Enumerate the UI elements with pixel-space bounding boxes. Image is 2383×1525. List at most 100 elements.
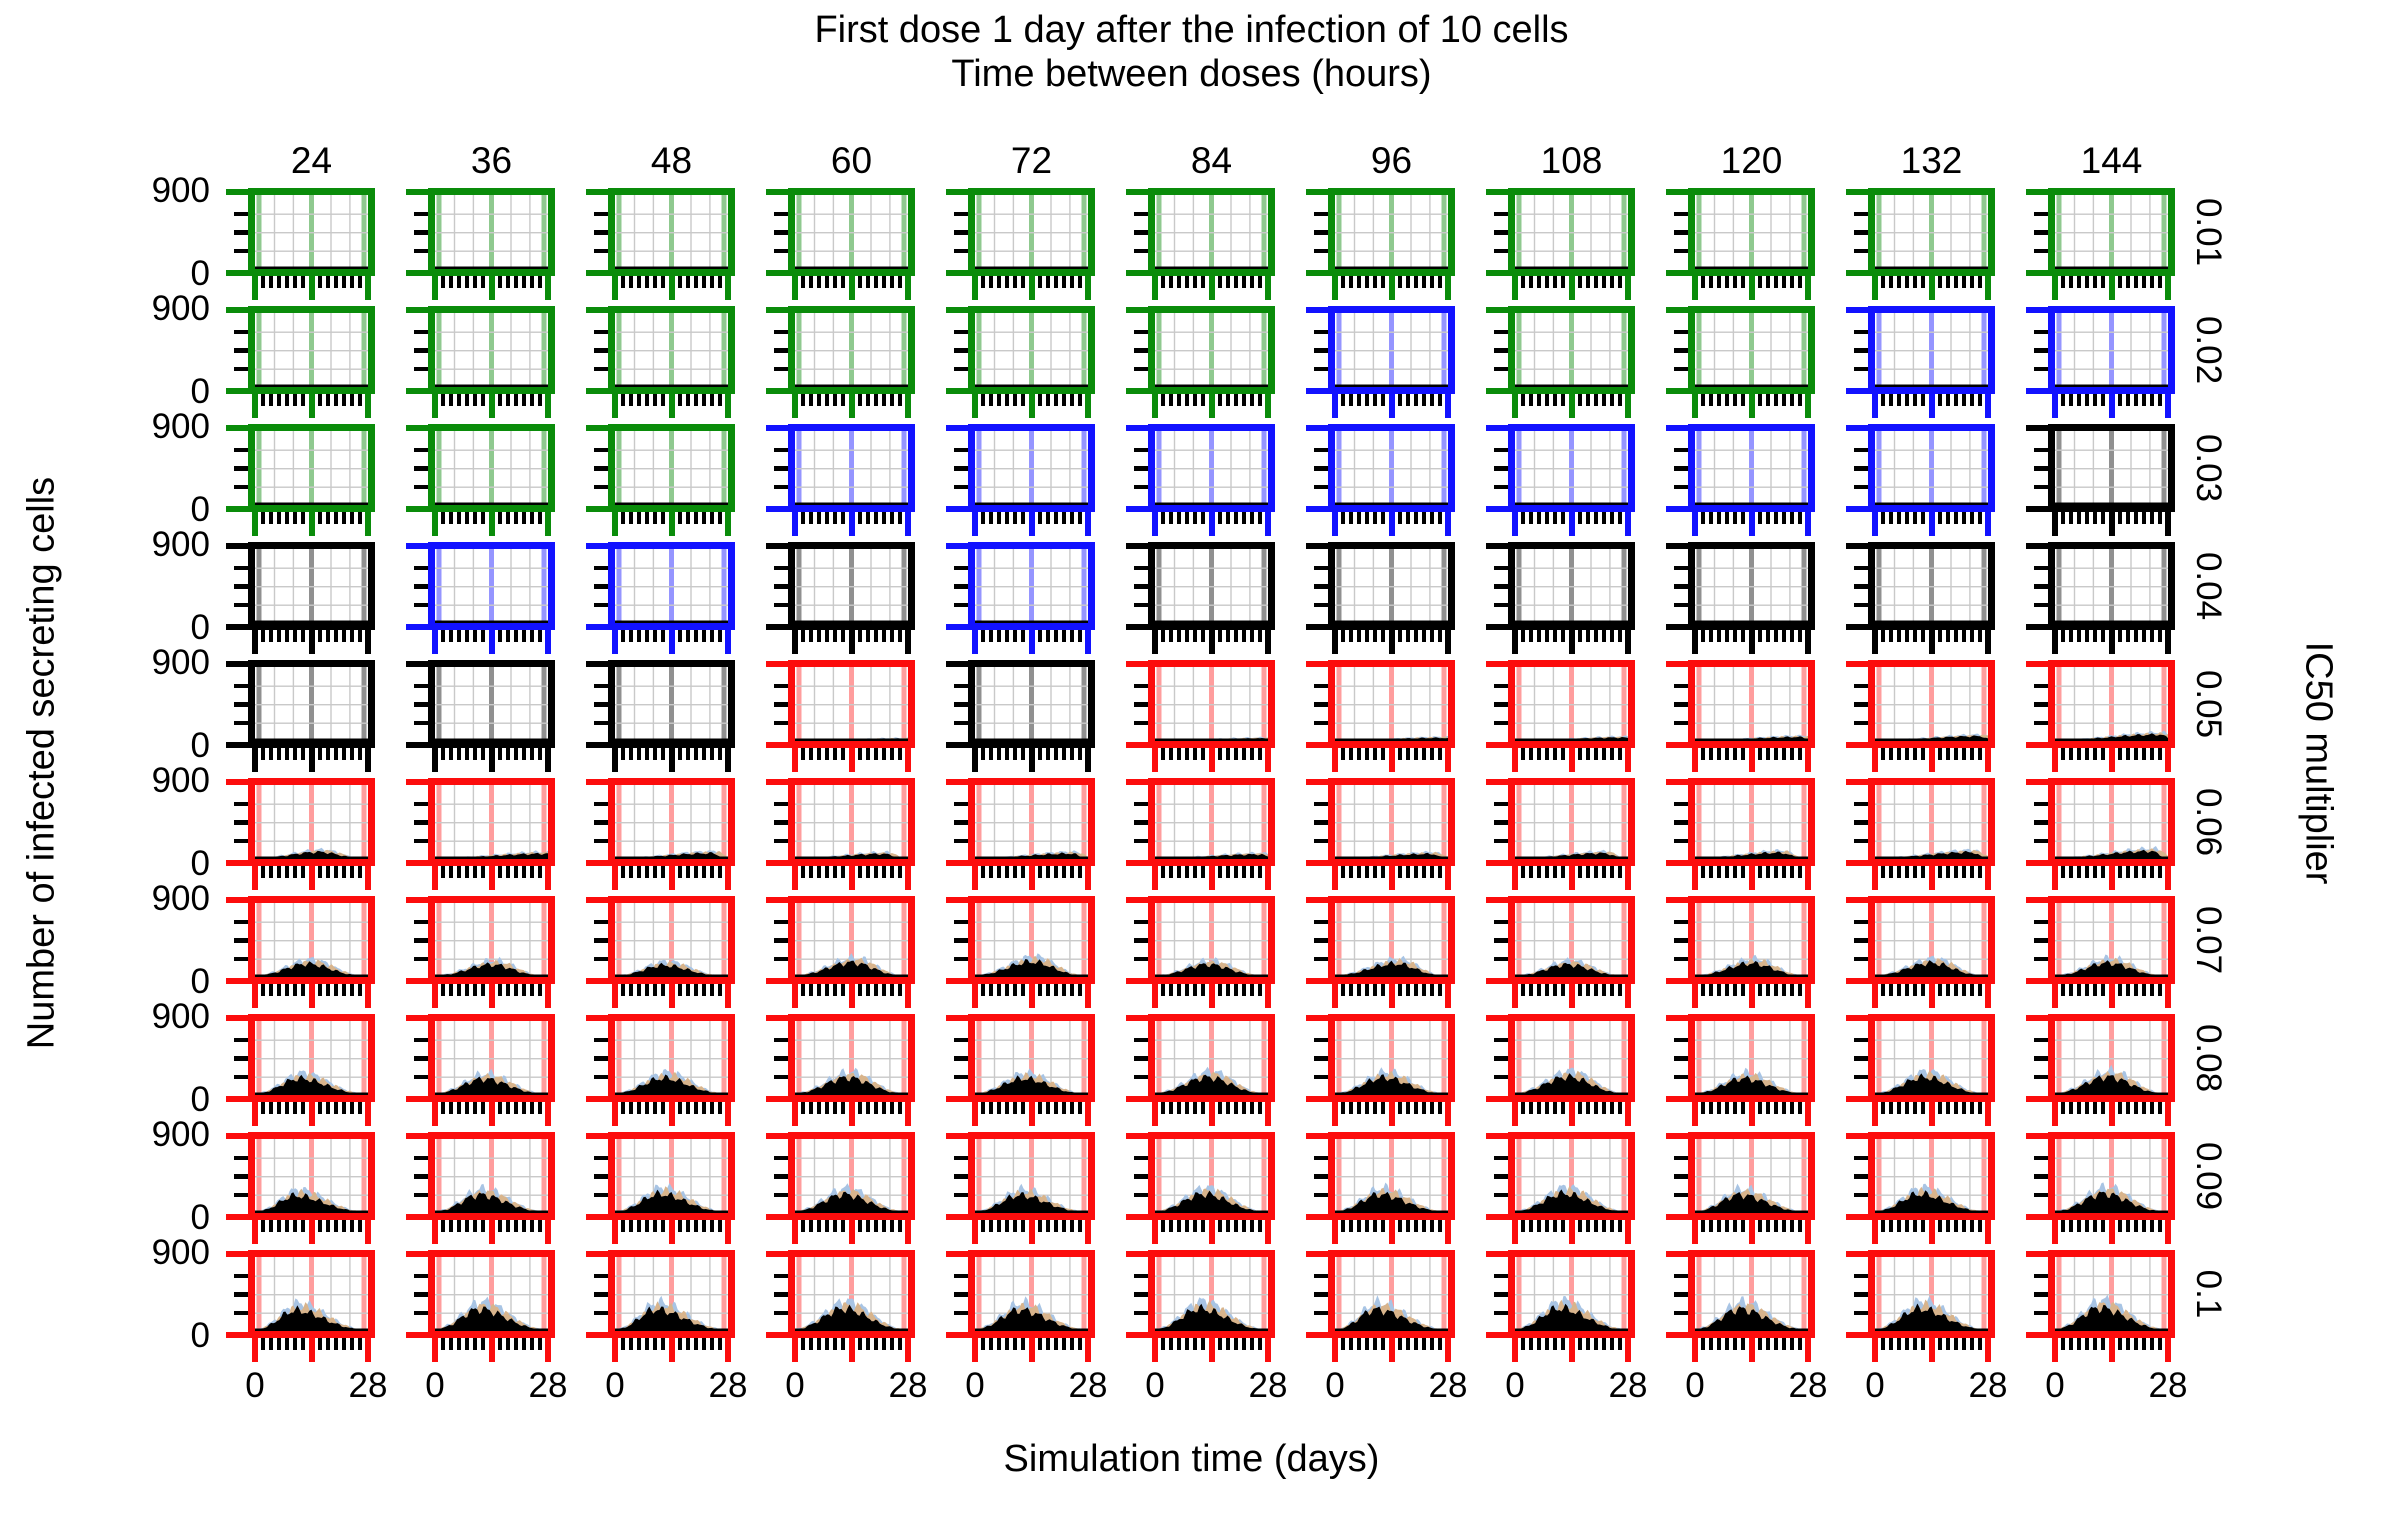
x-minor-tick <box>277 1102 282 1114</box>
x-minor-tick <box>285 630 290 642</box>
x-minor-tick <box>1233 512 1238 524</box>
x-minor-tick <box>457 1102 462 1114</box>
x-minor-tick <box>1249 630 1254 642</box>
y-major-tick <box>2026 1250 2048 1257</box>
subplot-canvas <box>1335 431 1448 505</box>
y-major-tick <box>2026 977 2048 984</box>
x-major-tick <box>792 630 798 654</box>
x-minor-tick <box>1897 276 1902 288</box>
subplot-panel <box>968 1014 1095 1102</box>
x-minor-tick <box>1969 1338 1974 1350</box>
y-major-tick <box>2026 859 2048 866</box>
x-minor-tick <box>865 276 870 288</box>
y-tick-label-900: 900 <box>151 171 210 210</box>
x-minor-tick <box>1977 630 1982 642</box>
y-minor-tick <box>234 584 248 589</box>
x-minor-tick <box>1733 512 1738 524</box>
x-minor-tick <box>1757 276 1762 288</box>
x-minor-tick <box>857 276 862 288</box>
x-minor-tick <box>1937 512 1942 524</box>
x-minor-tick <box>465 866 470 878</box>
x-major-tick <box>1028 1338 1035 1362</box>
facet-cell <box>2026 1014 2175 1126</box>
x-major-tick <box>1625 866 1631 890</box>
facet-cell <box>1846 778 1995 890</box>
x-major-tick <box>1872 1220 1878 1244</box>
y-major-tick <box>586 1213 608 1220</box>
y-minor-tick <box>594 602 608 607</box>
x-minor-tick <box>1421 512 1426 524</box>
x-major-tick <box>1928 1338 1935 1362</box>
x-minor-tick <box>629 276 634 288</box>
x-minor-tick <box>997 1338 1002 1350</box>
x-minor-tick <box>2061 866 2066 878</box>
x-minor-tick <box>1217 1220 1222 1232</box>
x-major-tick <box>1805 1102 1811 1126</box>
y-major-tick <box>1126 778 1148 785</box>
x-minor-tick <box>889 984 894 996</box>
x-major-tick <box>1085 512 1091 536</box>
y-major-tick <box>1666 1014 1688 1021</box>
x-minor-tick <box>1797 866 1802 878</box>
x-minor-tick <box>2157 630 2162 642</box>
y-minor-tick <box>1134 1292 1148 1297</box>
subplot-panel <box>1508 306 1635 394</box>
x-minor-tick <box>1169 1102 1174 1114</box>
subplot-panel <box>2048 660 2175 748</box>
subplot-canvas <box>795 431 908 505</box>
x-minor-tick <box>693 512 698 524</box>
x-minor-tick <box>1537 630 1542 642</box>
x-minor-tick <box>809 512 814 524</box>
x-major-tick <box>1985 984 1991 1008</box>
x-major-tick <box>1152 984 1158 1008</box>
x-minor-tick <box>1373 1220 1378 1232</box>
x-minor-tick <box>645 1338 650 1350</box>
x-minor-tick <box>1437 866 1442 878</box>
x-minor-tick <box>341 748 346 760</box>
x-minor-tick <box>1013 984 1018 996</box>
y-minor-tick <box>774 1273 788 1278</box>
x-minor-tick <box>1201 1102 1206 1114</box>
x-major-tick <box>905 748 911 772</box>
x-minor-tick <box>1897 1338 1902 1350</box>
y-minor-tick <box>1674 801 1688 806</box>
x-major-tick <box>432 1102 438 1126</box>
x-major-tick <box>668 748 675 772</box>
x-minor-tick <box>981 866 986 878</box>
x-minor-tick <box>1201 748 1206 760</box>
x-minor-tick <box>1529 1220 1534 1232</box>
x-minor-tick <box>529 1102 534 1114</box>
x-major-tick <box>2052 276 2058 300</box>
x-major-tick <box>2108 276 2115 300</box>
x-major-tick <box>1748 1338 1755 1362</box>
x-major-tick <box>1208 1338 1215 1362</box>
y-major-tick <box>1666 623 1688 630</box>
x-minor-tick <box>1733 984 1738 996</box>
x-major-tick <box>545 1102 551 1126</box>
x-minor-tick <box>2093 1338 2098 1350</box>
x-major-tick <box>1568 748 1575 772</box>
x-minor-tick <box>677 984 682 996</box>
subplot-panel <box>608 542 735 630</box>
x-minor-tick <box>1905 1220 1910 1232</box>
x-minor-tick <box>833 512 838 524</box>
y-major-tick <box>406 188 428 195</box>
y-major-tick <box>226 778 248 785</box>
y-minor-tick <box>1674 602 1688 607</box>
subplot-canvas <box>1515 1139 1628 1213</box>
y-minor-tick <box>1314 447 1328 452</box>
y-minor-tick <box>1494 584 1508 589</box>
x-minor-tick <box>1969 276 1974 288</box>
y-major-tick <box>226 859 248 866</box>
y-minor-tick <box>2034 938 2048 943</box>
y-minor-tick <box>1494 1273 1508 1278</box>
x-major-tick <box>1872 630 1878 654</box>
x-minor-tick <box>473 748 478 760</box>
y-minor-tick <box>594 1074 608 1079</box>
x-minor-tick <box>293 630 298 642</box>
x-minor-tick <box>2117 1102 2122 1114</box>
facet-cell <box>226 306 375 418</box>
y-minor-tick <box>1674 484 1688 489</box>
subplot-panel <box>428 778 555 866</box>
subplot-panel <box>248 660 375 748</box>
